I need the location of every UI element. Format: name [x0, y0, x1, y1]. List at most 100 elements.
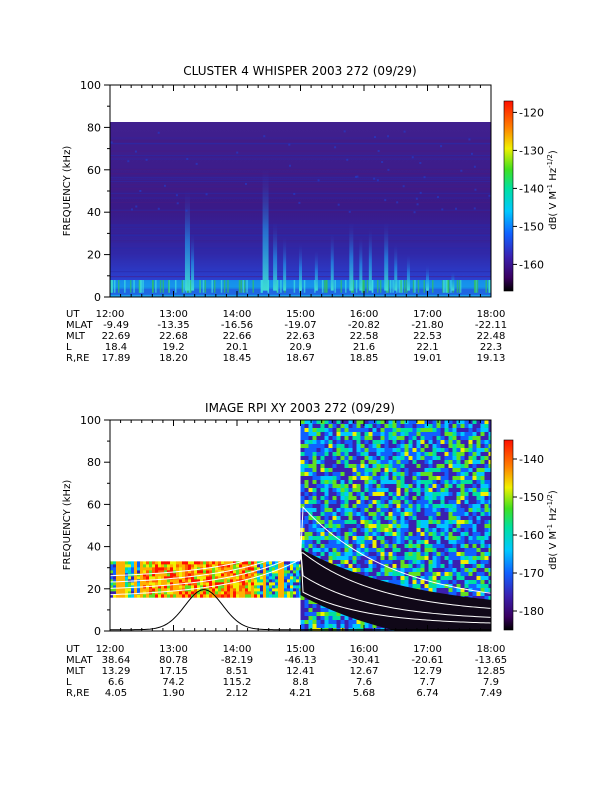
- heatmap-cell: [122, 594, 126, 598]
- heatmap-cell: [336, 460, 341, 465]
- heatmap-cell: [300, 536, 305, 541]
- heatmap-cell: [476, 436, 481, 441]
- heatmap-cell: [476, 456, 481, 461]
- heatmap-cell: [324, 516, 329, 521]
- heatmap-cell: [275, 594, 279, 598]
- heatmap-cell: [340, 508, 345, 513]
- heatmap-cell: [300, 532, 305, 537]
- heatmap-cell: [376, 444, 381, 449]
- heatmap-cell: [188, 564, 192, 568]
- heatmap-cell: [424, 476, 429, 481]
- heatmap-cell: [444, 540, 449, 545]
- heatmap-cell: [456, 420, 461, 425]
- heatmap-cell: [372, 468, 377, 473]
- heatmap-cell: [388, 500, 393, 505]
- heatmap-cell: [316, 500, 321, 505]
- heatmap-cell: [380, 568, 385, 573]
- heatmap-cell: [420, 564, 425, 569]
- ephemeris-value: 18:00: [477, 309, 506, 320]
- heatmap-cell: [328, 484, 333, 489]
- heatmap-cell: [316, 512, 321, 517]
- spectrogram-low-streak: [326, 280, 328, 293]
- heatmap-cell: [480, 452, 485, 457]
- heatmap-cell: [376, 452, 381, 457]
- heatmap-cell: [392, 420, 397, 425]
- heatmap-cell: [364, 500, 369, 505]
- heatmap-cell: [182, 561, 186, 565]
- heatmap-cell: [316, 492, 321, 497]
- y-tick-label: 100: [80, 79, 101, 92]
- heatmap-cell: [440, 580, 445, 585]
- heatmap-cell: [404, 468, 409, 473]
- heatmap-cell: [344, 552, 349, 557]
- heatmap-cell: [388, 560, 393, 565]
- heatmap-cell: [320, 448, 325, 453]
- heatmap-cell: [137, 570, 141, 574]
- heatmap-cell: [408, 456, 413, 461]
- heatmap-cell: [472, 428, 477, 433]
- heatmap-cell: [344, 504, 349, 509]
- heatmap-cell: [233, 570, 237, 574]
- heatmap-cell: [324, 552, 329, 557]
- heatmap-cell: [284, 579, 288, 583]
- heatmap-cell: [444, 544, 449, 549]
- heatmap-cell: [416, 528, 421, 533]
- heatmap-cell: [488, 420, 491, 425]
- heatmap-cell: [340, 460, 345, 465]
- heatmap-cell: [420, 444, 425, 449]
- heatmap-cell: [480, 544, 485, 549]
- heatmap-cell: [412, 460, 417, 465]
- heatmap-cell: [380, 552, 385, 557]
- heatmap-cell: [424, 580, 429, 585]
- heatmap-cell: [278, 585, 282, 589]
- heatmap-cell: [376, 516, 381, 521]
- heatmap-cell: [143, 576, 147, 580]
- heatmap-cell: [316, 488, 321, 493]
- heatmap-cell: [312, 532, 317, 537]
- heatmap-cell: [396, 472, 401, 477]
- heatmap-cell: [368, 472, 373, 477]
- heatmap-cell: [396, 544, 401, 549]
- heatmap-cell: [221, 567, 225, 571]
- heatmap-cell: [484, 436, 489, 441]
- heatmap-cell: [125, 564, 129, 568]
- heatmap-cell: [452, 564, 457, 569]
- heatmap-cell: [356, 504, 361, 509]
- heatmap-cell: [416, 496, 421, 501]
- heatmap-cell: [296, 579, 300, 583]
- spectrogram-low-streak: [371, 280, 374, 293]
- heatmap-cell: [352, 432, 357, 437]
- heatmap-cell: [412, 520, 417, 525]
- heatmap-cell: [125, 594, 129, 598]
- heatmap-cell: [320, 508, 325, 513]
- heatmap-cell: [400, 532, 405, 537]
- heatmap-cell: [137, 582, 141, 586]
- heatmap-cell: [412, 436, 417, 441]
- heatmap-cell: [456, 572, 461, 577]
- heatmap-cell: [396, 524, 401, 529]
- ephemeris-value: 12.85: [477, 666, 506, 677]
- heatmap-cell: [456, 452, 461, 457]
- heatmap-cell: [452, 524, 457, 529]
- heatmap-cell: [404, 480, 409, 485]
- heatmap-cell: [356, 424, 361, 429]
- heatmap-cell: [284, 567, 288, 571]
- heatmap-cell: [448, 456, 453, 461]
- heatmap-cell: [420, 536, 425, 541]
- heatmap-cell: [221, 573, 225, 577]
- heatmap-cell: [316, 624, 321, 629]
- heatmap-cell: [368, 552, 373, 557]
- heatmap-cell: [143, 573, 147, 577]
- heatmap-cell: [257, 582, 261, 586]
- spectrogram-low-streak: [376, 280, 379, 293]
- heatmap-cell: [484, 460, 489, 465]
- heatmap-cell: [269, 582, 273, 586]
- heatmap-cell: [344, 620, 349, 625]
- heatmap-cell: [348, 500, 353, 505]
- heatmap-cell: [472, 476, 477, 481]
- heatmap-cell: [263, 582, 267, 586]
- heatmap-cell: [436, 536, 441, 541]
- heatmap-cell: [116, 564, 120, 568]
- heatmap-cell: [293, 591, 297, 595]
- spectrogram-speckle: [387, 135, 390, 138]
